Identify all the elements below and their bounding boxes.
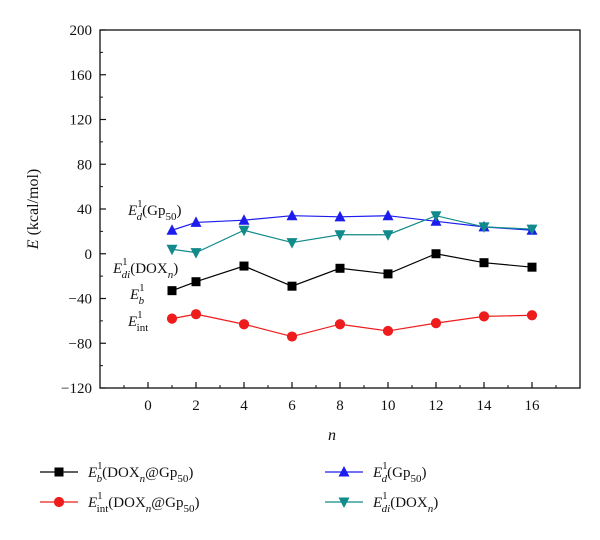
legend-label: E1 int(DOXn@Gp50) bbox=[87, 490, 199, 515]
data-point bbox=[238, 214, 250, 225]
x-tick-label: 10 bbox=[381, 398, 396, 414]
y-axis-title: E (kcal/mol) bbox=[25, 169, 42, 250]
y-tick-label: −40 bbox=[69, 292, 92, 308]
y-tick-label: 80 bbox=[77, 157, 92, 173]
legend-item: E1 d(Gp50) bbox=[325, 460, 427, 485]
data-point bbox=[166, 224, 178, 235]
ann-ed: E1 d(Gp50) bbox=[127, 198, 182, 223]
series-line bbox=[171, 215, 533, 231]
legend-swatch-marker bbox=[338, 466, 350, 477]
x-tick-label: 14 bbox=[477, 398, 493, 414]
data-point bbox=[430, 318, 442, 329]
series-circle bbox=[166, 309, 538, 342]
data-point bbox=[286, 209, 298, 221]
legend-swatch-marker bbox=[338, 497, 350, 508]
x-tick-label: 4 bbox=[240, 398, 248, 414]
data-point bbox=[479, 258, 489, 268]
legend-item: E1 b(DOXn@Gp50) bbox=[40, 460, 193, 485]
data-point bbox=[238, 319, 250, 330]
x-tick-label: 6 bbox=[288, 398, 296, 414]
x-tick-label: 16 bbox=[525, 398, 541, 414]
data-point bbox=[526, 310, 538, 321]
series-line bbox=[171, 313, 533, 338]
data-point bbox=[478, 222, 490, 233]
data-point bbox=[382, 209, 394, 221]
legend-swatch-marker bbox=[53, 496, 65, 508]
y-tick-label: −120 bbox=[61, 381, 92, 397]
data-point bbox=[167, 286, 177, 296]
plot-area bbox=[99, 29, 581, 389]
data-point bbox=[238, 225, 250, 237]
data-point bbox=[526, 224, 538, 236]
y-tick-label: 200 bbox=[70, 23, 93, 39]
data-point bbox=[287, 281, 297, 291]
x-tick-label: 2 bbox=[192, 398, 200, 414]
plot-frame bbox=[99, 29, 581, 389]
ann-eint: E1 int bbox=[127, 309, 148, 334]
y-tick-label: 40 bbox=[77, 202, 92, 218]
data-point bbox=[382, 325, 394, 337]
data-point bbox=[190, 309, 202, 320]
data-point bbox=[383, 269, 393, 279]
data-point bbox=[382, 230, 394, 241]
data-point bbox=[190, 248, 202, 259]
series-triangle-up bbox=[166, 209, 538, 235]
legend-label: E1 d(Gp50) bbox=[372, 460, 427, 485]
data-point bbox=[527, 262, 537, 272]
data-point bbox=[431, 249, 441, 259]
data-point bbox=[430, 211, 442, 222]
x-axis-title: n bbox=[328, 427, 336, 444]
legend-item: E1 di(DOXn) bbox=[325, 490, 438, 515]
x-tick-label: 8 bbox=[336, 398, 344, 414]
y-tick-label: 0 bbox=[85, 247, 93, 263]
data-point bbox=[335, 263, 345, 273]
axis-ticks: 0 2 4 6 8 10 12 14 16 −120 −80 −40 0 40 80 120 160 200 bbox=[61, 23, 557, 414]
data-point bbox=[166, 313, 178, 324]
axis-titles: n E (kcal/mol) bbox=[25, 169, 336, 444]
x-tick-label: 0 bbox=[144, 398, 152, 414]
data-point bbox=[478, 311, 490, 322]
data-point bbox=[239, 261, 249, 271]
data-point bbox=[286, 238, 298, 249]
legend-label: E1 di(DOXn) bbox=[372, 490, 438, 515]
legend-item: E1 int(DOXn@Gp50) bbox=[40, 490, 199, 515]
ann-eb: E1 b bbox=[129, 282, 145, 307]
legend: E1 b(DOXn@Gp50) E1 int(DOXn@Gp50) E1 d(Gp50) E… bbox=[40, 460, 438, 515]
data-point bbox=[166, 244, 178, 256]
y-tick-label: −80 bbox=[69, 336, 92, 352]
series-triangle-down bbox=[166, 211, 538, 259]
legend-swatch-marker bbox=[54, 467, 64, 477]
series-line bbox=[171, 253, 533, 292]
data-point bbox=[334, 210, 346, 222]
series-layer bbox=[166, 209, 538, 342]
data-point bbox=[286, 331, 298, 342]
data-point bbox=[334, 319, 346, 330]
x-tick-label: 12 bbox=[429, 398, 444, 414]
annotations: E1 d(Gp50) E1 di(DOXn)E1 b E1 int bbox=[112, 198, 182, 334]
ann-edi: E1 di(DOXn) bbox=[112, 256, 178, 281]
legend-label: E1 b(DOXn@Gp50) bbox=[87, 460, 193, 485]
data-point bbox=[334, 230, 346, 241]
data-point bbox=[191, 277, 201, 287]
y-tick-label: 120 bbox=[70, 113, 93, 129]
y-tick-label: 160 bbox=[70, 68, 93, 84]
data-point bbox=[190, 216, 202, 227]
series-square bbox=[167, 249, 537, 296]
